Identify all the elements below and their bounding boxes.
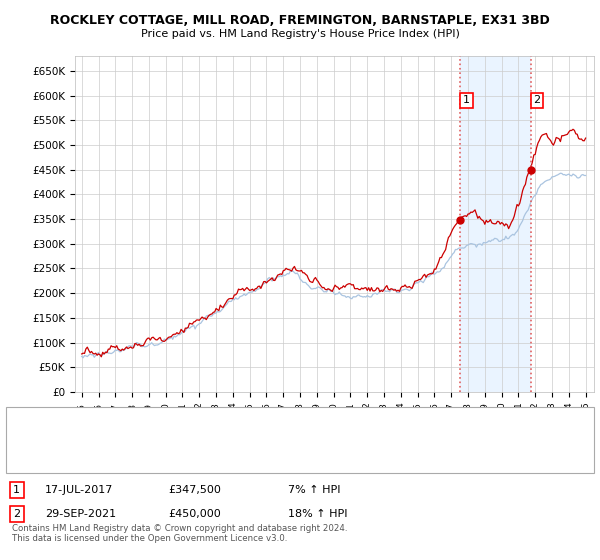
- Text: HPI: Average price, detached house, North Devon: HPI: Average price, detached house, Nort…: [45, 446, 288, 456]
- Text: ROCKLEY COTTAGE, MILL ROAD, FREMINGTON, BARNSTAPLE, EX31 3BD: ROCKLEY COTTAGE, MILL ROAD, FREMINGTON, …: [50, 14, 550, 27]
- Text: —: —: [15, 444, 31, 458]
- Text: 1: 1: [463, 95, 470, 105]
- Text: Contains HM Land Registry data © Crown copyright and database right 2024.
This d: Contains HM Land Registry data © Crown c…: [12, 524, 347, 543]
- Bar: [460, 56, 531, 392]
- Text: 18% ↑ HPI: 18% ↑ HPI: [288, 509, 347, 519]
- Text: ROCKLEY COTTAGE, MILL ROAD, FREMINGTON, BARNSTAPLE, EX31 3BD (detached hous: ROCKLEY COTTAGE, MILL ROAD, FREMINGTON, …: [45, 416, 474, 426]
- Text: Price paid vs. HM Land Registry's House Price Index (HPI): Price paid vs. HM Land Registry's House …: [140, 29, 460, 39]
- Text: £347,500: £347,500: [168, 485, 221, 495]
- Text: £450,000: £450,000: [168, 509, 221, 519]
- Text: 1: 1: [13, 485, 20, 495]
- Text: 7% ↑ HPI: 7% ↑ HPI: [288, 485, 341, 495]
- Text: 29-SEP-2021: 29-SEP-2021: [45, 509, 116, 519]
- Text: 2: 2: [13, 509, 20, 519]
- Text: 2: 2: [533, 95, 541, 105]
- Text: 17-JUL-2017: 17-JUL-2017: [45, 485, 113, 495]
- Text: —: —: [15, 414, 31, 428]
